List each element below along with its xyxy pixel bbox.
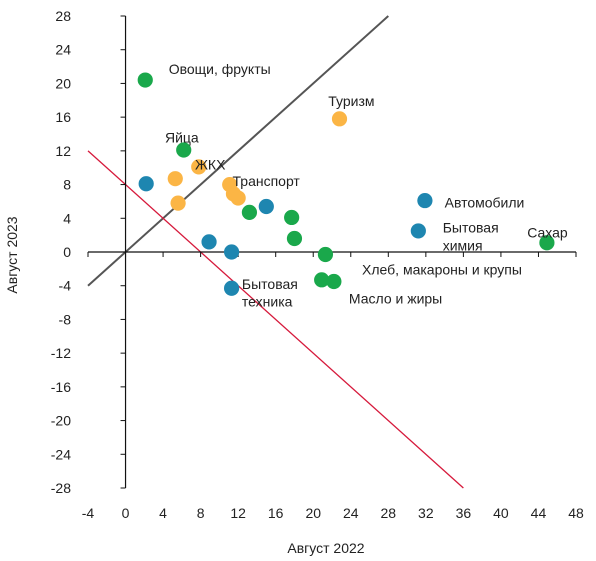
y-tick-label: 8 xyxy=(63,177,71,193)
data-point-green xyxy=(241,204,258,220)
y-tick-label: -12 xyxy=(51,345,71,361)
point-label: Сахар xyxy=(527,225,568,241)
data-point-blue xyxy=(223,244,240,260)
data-point-green xyxy=(286,230,303,247)
point-label: Масло и жиры xyxy=(349,290,442,306)
point-label: Транспорт xyxy=(233,173,301,189)
x-tick-label: 0 xyxy=(122,505,130,521)
y-tick-label: 16 xyxy=(55,109,71,125)
x-axis-ticks: -4 0 4 8 12 16 20 24 28 32 36 40 44 48 xyxy=(82,252,584,521)
data-point-orange xyxy=(170,195,186,211)
data-point-orange xyxy=(331,111,348,127)
y-tick-label: 4 xyxy=(63,210,71,226)
data-point-green xyxy=(326,273,342,290)
data-point-blue xyxy=(258,198,274,215)
x-tick-label: 36 xyxy=(456,505,472,521)
diagonal-line xyxy=(87,15,389,287)
point-label: Яйца xyxy=(165,129,199,145)
x-tick-label: 20 xyxy=(305,505,321,521)
x-tick-label: 16 xyxy=(268,505,284,521)
data-point-green xyxy=(539,235,555,251)
data-points xyxy=(137,72,555,296)
data-point-blue xyxy=(223,280,240,296)
data-point-green xyxy=(137,72,153,88)
data-point-green xyxy=(317,246,334,263)
point-label: Туризм xyxy=(328,93,374,109)
x-axis-title: Август 2022 xyxy=(287,540,364,556)
x-tick-label: 24 xyxy=(343,505,359,521)
point-label: Овощи, фрукты xyxy=(169,61,271,77)
data-point-green xyxy=(284,209,300,226)
x-tick-label: 4 xyxy=(159,505,167,521)
x-tick-label: 48 xyxy=(568,505,584,521)
data-point-blue xyxy=(201,234,217,250)
point-annotations: Овощи, фрукты Туризм Яйца ЖКХ Транспорт Автом… xyxy=(165,61,568,310)
x-tick-label: 28 xyxy=(381,505,397,521)
point-label: химия xyxy=(443,237,483,253)
data-point-orange xyxy=(167,171,183,187)
y-tick-label: -16 xyxy=(51,379,71,395)
x-tick-label: -4 xyxy=(82,505,95,521)
y-tick-label: 20 xyxy=(55,75,71,91)
y-tick-label: 12 xyxy=(55,143,71,159)
y-tick-label: -4 xyxy=(59,278,72,294)
data-point-green xyxy=(176,142,192,158)
y-tick-label: -24 xyxy=(51,446,71,462)
point-label: Автомобили xyxy=(445,194,525,210)
y-tick-label: 0 xyxy=(63,244,71,260)
point-label: техника xyxy=(242,294,293,310)
y-axis-title: Август 2023 xyxy=(4,216,20,293)
boundary-line xyxy=(87,150,464,489)
point-label: ЖКХ xyxy=(195,156,226,172)
point-label: Хлеб, макароны и крупы xyxy=(362,262,522,278)
data-point-blue xyxy=(410,223,426,239)
data-point-blue xyxy=(417,192,433,209)
data-point-orange xyxy=(230,190,246,206)
x-tick-label: 12 xyxy=(230,505,246,521)
y-axis-ticks: 28 24 20 16 12 8 4 0 -4 -8 -12 -16 -20 -24 -28 xyxy=(51,8,126,496)
point-label: Бытовая xyxy=(443,220,499,236)
data-point-green xyxy=(314,272,330,288)
y-tick-label: 24 xyxy=(55,42,71,58)
data-point-orange xyxy=(191,159,207,175)
reference-lines xyxy=(87,15,464,489)
x-tick-label: 40 xyxy=(493,505,509,521)
data-point-blue xyxy=(138,176,154,192)
y-tick-label: -8 xyxy=(59,311,72,327)
x-tick-label: 44 xyxy=(531,505,547,521)
point-label: Бытовая xyxy=(242,276,298,292)
y-tick-label: -28 xyxy=(51,480,71,496)
y-tick-label: -20 xyxy=(51,413,71,429)
y-tick-label: 28 xyxy=(55,8,71,24)
x-tick-label: 32 xyxy=(418,505,434,521)
x-tick-label: 8 xyxy=(197,505,205,521)
